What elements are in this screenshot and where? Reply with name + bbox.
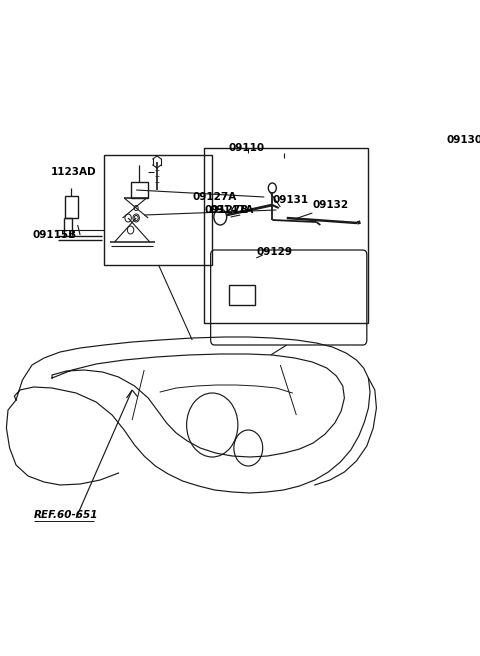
Text: 09115B: 09115B — [32, 230, 76, 240]
Text: 09127B: 09127B — [204, 205, 248, 215]
Bar — [229, 285, 255, 305]
Text: REF.60-651: REF.60-651 — [34, 510, 98, 520]
Text: 09130: 09130 — [446, 135, 480, 145]
Text: 09129: 09129 — [256, 247, 292, 257]
Bar — [131, 182, 148, 198]
Bar — [65, 196, 78, 218]
Text: 09127A: 09127A — [192, 192, 236, 202]
Text: 1123AD: 1123AD — [50, 167, 96, 177]
Text: 09147A: 09147A — [210, 205, 254, 215]
Bar — [204, 148, 369, 323]
Bar — [104, 155, 212, 265]
Text: 09132: 09132 — [312, 200, 348, 210]
Text: 09131: 09131 — [272, 195, 309, 205]
Text: 09110: 09110 — [228, 143, 264, 153]
